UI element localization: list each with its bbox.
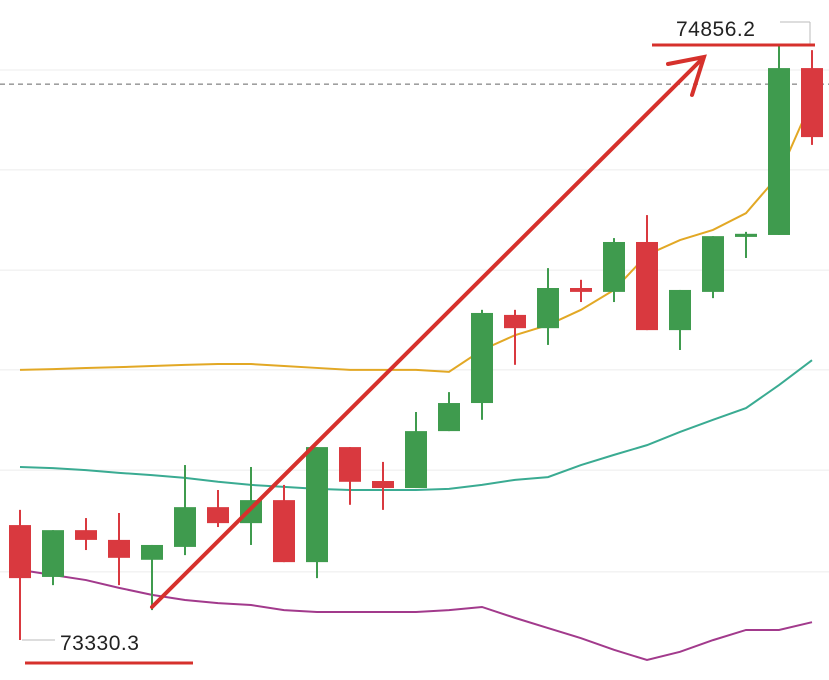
candle-body [372, 481, 394, 489]
low-label: 73330.3 [60, 632, 139, 655]
moving-average-line [19, 359, 813, 491]
candle-body [636, 241, 658, 331]
candle-body [207, 507, 229, 524]
candle-body [9, 525, 31, 579]
candle-body [405, 431, 427, 489]
moving-average-line [19, 99, 813, 373]
candle-body [570, 288, 592, 292]
arrow-shaft [150, 57, 704, 609]
arrow-head [666, 54, 707, 97]
candle-body [702, 236, 724, 292]
candle-body [75, 530, 97, 540]
candle-body [42, 530, 64, 577]
candle-body [438, 403, 460, 432]
candle-body [471, 312, 493, 404]
high-label: 74856.2 [676, 18, 755, 41]
candle-body [240, 500, 262, 524]
moving-averages [19, 99, 813, 662]
candle-body [141, 544, 163, 560]
candle-body [735, 233, 757, 237]
candle-body [273, 500, 295, 563]
candle-body [537, 288, 559, 329]
candles [9, 44, 823, 640]
candle-body [108, 539, 130, 558]
candle-body [174, 507, 196, 547]
candle-body [603, 241, 625, 292]
candle-body [669, 289, 691, 331]
candle-body [306, 447, 328, 563]
grid [0, 69, 829, 573]
candle-body [801, 68, 823, 138]
trend-arrow [150, 54, 707, 609]
candle-body [504, 314, 526, 329]
candle-body [339, 447, 361, 482]
candle-body [768, 68, 790, 235]
